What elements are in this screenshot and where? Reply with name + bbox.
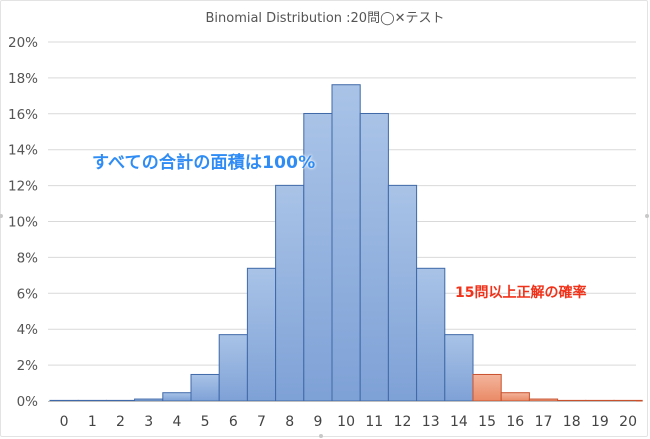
- y-tick-label: 4%: [17, 322, 39, 338]
- x-tick-label: 8: [285, 414, 294, 430]
- bar-highlighted[interactable]: [557, 399, 587, 402]
- x-tick-label: 2: [116, 414, 125, 430]
- y-tick-label: 2%: [17, 358, 39, 374]
- resize-handle-bottom[interactable]: [319, 434, 323, 438]
- x-tick-label: 18: [563, 414, 581, 430]
- bar-highlighted[interactable]: [585, 399, 615, 402]
- resize-handle-left[interactable]: [0, 214, 3, 218]
- y-tick-label: 12%: [8, 179, 38, 195]
- x-tick-label: 14: [450, 414, 468, 430]
- x-tick-label: 6: [229, 414, 238, 430]
- x-tick-label: 5: [201, 414, 210, 430]
- y-tick-label: 14%: [8, 143, 38, 159]
- bar[interactable]: [134, 398, 164, 402]
- bar[interactable]: [416, 267, 446, 402]
- bar[interactable]: [359, 112, 389, 402]
- bar[interactable]: [246, 267, 277, 402]
- bar[interactable]: [387, 184, 418, 402]
- x-tick-label: 10: [337, 414, 355, 430]
- x-tick-label: 13: [422, 414, 440, 430]
- bar-highlighted[interactable]: [500, 392, 530, 402]
- x-tick-label: 3: [144, 414, 153, 430]
- bar[interactable]: [331, 84, 361, 402]
- x-tick-label: 7: [257, 414, 266, 430]
- bar[interactable]: [275, 184, 305, 402]
- x-tick-label: 17: [535, 414, 553, 430]
- x-tick-label: 1: [88, 414, 97, 430]
- y-tick-label: 20%: [8, 35, 38, 51]
- bar[interactable]: [162, 392, 192, 402]
- x-tick-label: 12: [394, 414, 412, 430]
- x-tick-label: 9: [313, 414, 322, 430]
- y-tick-label: 8%: [17, 250, 39, 266]
- y-tick-label: 0%: [17, 394, 39, 410]
- annotation-total-area: すべての合計の面積は100%: [92, 153, 316, 173]
- y-tick-label: 16%: [8, 107, 38, 123]
- bar[interactable]: [218, 334, 248, 402]
- bar[interactable]: [77, 399, 107, 402]
- bar-highlighted[interactable]: [613, 399, 643, 402]
- bar-highlighted[interactable]: [472, 373, 502, 402]
- bar[interactable]: [190, 373, 220, 402]
- x-tick-label: 19: [591, 414, 609, 430]
- bar[interactable]: [49, 399, 79, 402]
- bar[interactable]: [444, 334, 474, 402]
- resize-handle-right[interactable]: [645, 214, 649, 218]
- bar-highlighted[interactable]: [528, 398, 559, 402]
- bar[interactable]: [105, 399, 136, 402]
- x-tick-label: 15: [478, 414, 496, 430]
- y-tick-label: 10%: [8, 215, 38, 231]
- x-tick-label: 16: [506, 414, 524, 430]
- x-tick-label: 11: [365, 414, 383, 430]
- y-tick-label: 6%: [17, 286, 39, 302]
- y-tick-label: 18%: [8, 71, 38, 87]
- chart-title: Binomial Distribution :20問◯✕テスト: [205, 11, 445, 26]
- x-tick-label: 0: [60, 414, 69, 430]
- annotation-highlight: 15問以上正解の確率: [455, 285, 587, 301]
- x-tick-label: 4: [172, 414, 181, 430]
- x-tick-label: 20: [619, 414, 637, 430]
